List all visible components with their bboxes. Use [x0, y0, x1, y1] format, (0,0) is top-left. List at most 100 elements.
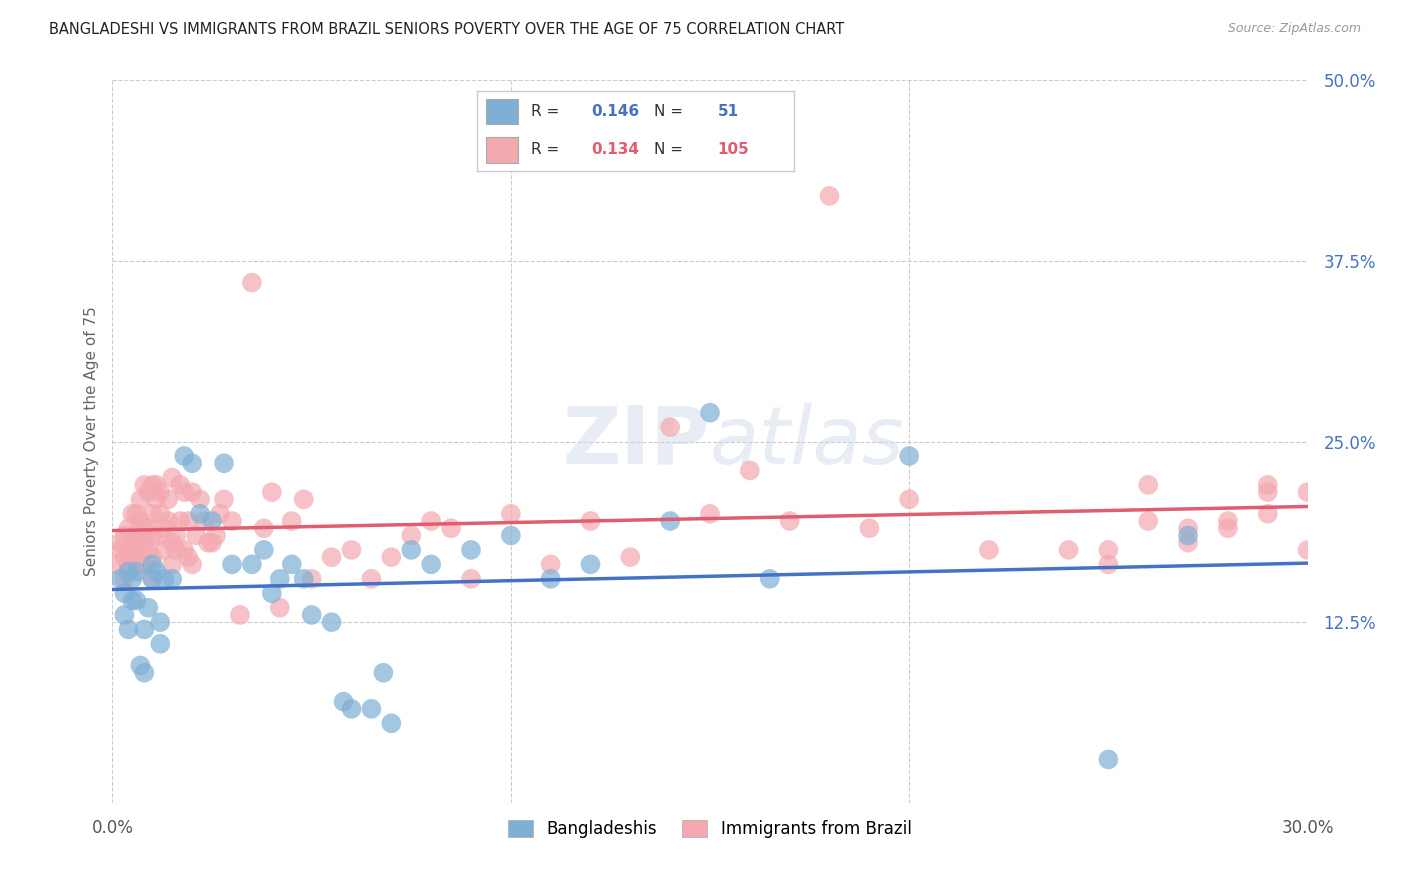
Point — [181, 485, 204, 500]
Point — [579, 558, 602, 572]
Point — [1296, 485, 1319, 500]
Point — [121, 528, 143, 542]
Point — [117, 521, 139, 535]
Point — [738, 463, 761, 477]
Point — [134, 478, 156, 492]
Point — [281, 558, 304, 572]
Point — [229, 607, 252, 622]
Point — [125, 535, 148, 549]
Point — [1097, 558, 1119, 572]
Point — [141, 572, 163, 586]
Point — [117, 623, 139, 637]
Point — [292, 492, 315, 507]
Point — [134, 665, 156, 680]
Point — [540, 558, 562, 572]
Point — [380, 716, 402, 731]
Point — [440, 521, 463, 535]
Point — [340, 542, 363, 557]
Point — [141, 507, 163, 521]
Point — [281, 514, 304, 528]
Point — [129, 658, 152, 673]
Point — [125, 565, 148, 579]
Point — [162, 470, 183, 484]
Point — [181, 456, 204, 470]
Point — [1137, 478, 1160, 492]
Point — [114, 550, 135, 565]
Point — [125, 542, 148, 557]
Point — [260, 586, 283, 600]
Point — [1257, 478, 1279, 492]
Point — [212, 492, 235, 507]
Point — [619, 550, 641, 565]
Point — [499, 528, 522, 542]
Point — [162, 535, 183, 549]
Point — [699, 507, 721, 521]
Point — [110, 572, 132, 586]
Point — [659, 420, 682, 434]
Point — [153, 572, 176, 586]
Point — [340, 702, 363, 716]
Point — [141, 572, 163, 586]
Point — [114, 607, 135, 622]
Point — [212, 456, 235, 470]
Point — [157, 492, 180, 507]
Point — [117, 565, 139, 579]
Point — [153, 521, 176, 535]
Point — [420, 558, 443, 572]
Point — [201, 535, 224, 549]
Point — [177, 514, 200, 528]
Point — [149, 507, 172, 521]
Point — [145, 565, 167, 579]
Point — [138, 521, 160, 535]
Point — [401, 542, 423, 557]
Point — [1177, 521, 1199, 535]
Point — [1257, 507, 1279, 521]
Point — [1177, 535, 1199, 549]
Point — [110, 542, 132, 557]
Point — [321, 615, 343, 630]
Point — [121, 572, 143, 586]
Point — [253, 521, 276, 535]
Text: atlas: atlas — [710, 402, 905, 481]
Point — [181, 558, 204, 572]
Point — [1097, 542, 1119, 557]
Point — [114, 572, 135, 586]
Point — [301, 572, 323, 586]
Point — [373, 665, 395, 680]
Text: ZIP: ZIP — [562, 402, 710, 481]
Point — [240, 558, 263, 572]
Point — [110, 535, 132, 549]
Point — [125, 593, 148, 607]
Point — [149, 528, 172, 542]
Point — [540, 572, 562, 586]
Point — [1057, 542, 1080, 557]
Point — [1137, 514, 1160, 528]
Point — [134, 535, 156, 549]
Point — [162, 558, 183, 572]
Point — [138, 485, 160, 500]
Point — [779, 514, 801, 528]
Point — [134, 623, 156, 637]
Point — [125, 507, 148, 521]
Point — [145, 478, 167, 492]
Point — [129, 514, 152, 528]
Point — [173, 449, 195, 463]
Point — [173, 485, 195, 500]
Legend: Bangladeshis, Immigrants from Brazil: Bangladeshis, Immigrants from Brazil — [502, 814, 918, 845]
Point — [153, 542, 176, 557]
Point — [121, 542, 143, 557]
Point — [1177, 528, 1199, 542]
Point — [149, 637, 172, 651]
Point — [129, 492, 152, 507]
Point — [169, 514, 191, 528]
Text: Source: ZipAtlas.com: Source: ZipAtlas.com — [1227, 22, 1361, 36]
Point — [260, 485, 283, 500]
Point — [759, 572, 782, 586]
Point — [117, 542, 139, 557]
Point — [173, 542, 195, 557]
Point — [114, 586, 135, 600]
Point — [221, 558, 243, 572]
Point — [269, 600, 291, 615]
Point — [269, 572, 291, 586]
Point — [321, 550, 343, 565]
